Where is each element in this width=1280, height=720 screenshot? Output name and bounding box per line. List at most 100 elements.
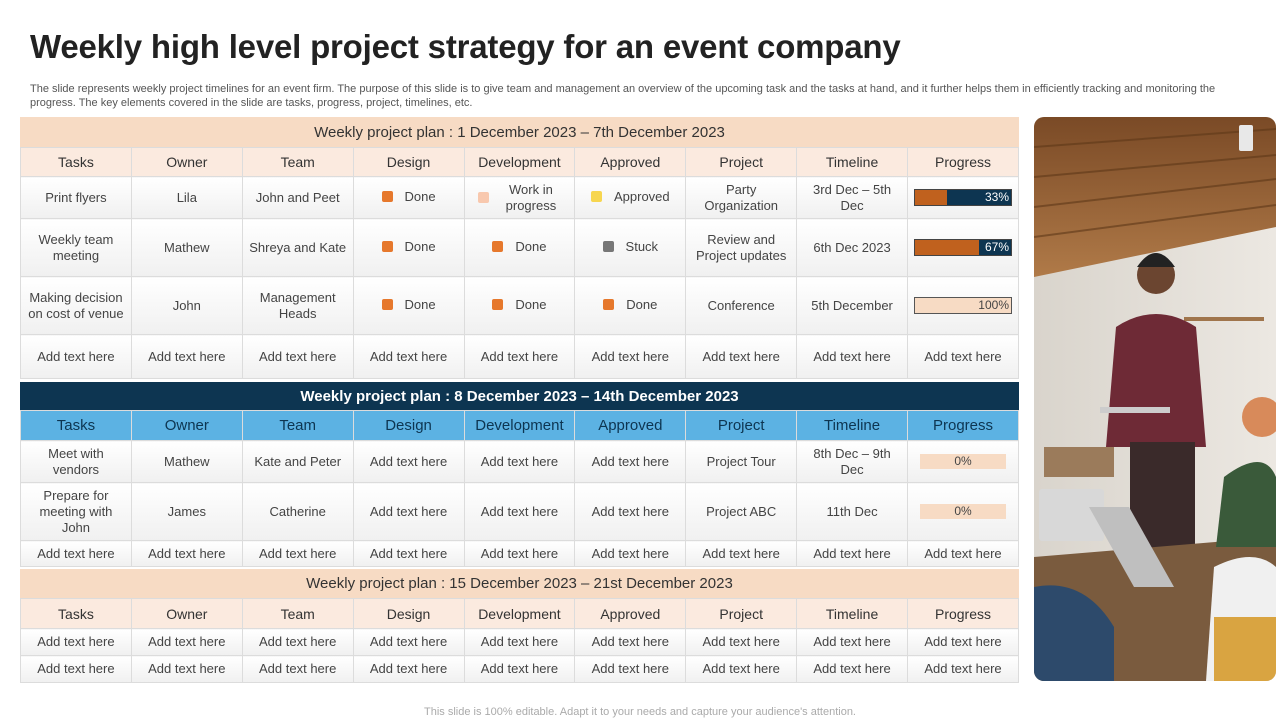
placeholder-cell: Add text here — [463, 540, 576, 567]
cell-task: Making decision on cost of venue — [20, 276, 132, 335]
header-team: Team — [241, 410, 354, 441]
status-label: Done — [515, 296, 547, 312]
cell-task: Prepare for meeting with John — [20, 482, 132, 541]
status-done-marker — [381, 299, 393, 311]
progress-label: 33% — [984, 190, 1009, 204]
placeholder-cell: Add text here — [463, 655, 576, 683]
placeholder-cell: Add text here — [574, 540, 687, 567]
cell-approved: Approved — [574, 176, 687, 219]
header-progress: Progress — [907, 410, 1019, 441]
slide-title: Weekly high level project strategy for a… — [30, 28, 901, 65]
cell-design: Done — [352, 176, 465, 219]
header-design: Design — [352, 147, 465, 177]
progress-bar: 33% — [914, 189, 1012, 206]
cell-project: Party Organization — [685, 176, 798, 219]
table-row: Making decision on cost of venue John Ma… — [20, 276, 1019, 335]
header-progress: Progress — [907, 147, 1019, 177]
placeholder-cell: Add text here — [20, 655, 132, 683]
status-label: Done — [404, 296, 436, 312]
cell-owner: Mathew — [130, 440, 243, 483]
status-done-marker — [381, 241, 393, 253]
status-done-marker — [381, 191, 393, 203]
status-label: Work in progress — [505, 181, 557, 213]
cell-design: Add text here — [352, 482, 465, 541]
cell-task: Print flyers — [20, 176, 132, 219]
table-row: Weekly team meeting Mathew Shreya and Ka… — [20, 218, 1019, 277]
placeholder-cell: Add text here — [574, 334, 687, 379]
placeholder-cell: Add text here — [907, 628, 1019, 656]
table-row-placeholder: Add text here Add text here Add text her… — [20, 655, 1019, 683]
header-development: Development — [463, 147, 576, 177]
status-stuck-marker — [602, 241, 614, 253]
placeholder-cell: Add text here — [685, 628, 798, 656]
cell-progress: 0% — [907, 482, 1019, 541]
table-row-placeholder: Add text here Add text here Add text her… — [20, 628, 1019, 656]
photo-illustration — [1034, 117, 1276, 681]
table-row: Print flyers Lila John and Peet Done Wor… — [20, 176, 1019, 219]
week3-plan-table: Tasks Owner Team Design Development Appr… — [20, 598, 1019, 683]
header-project: Project — [685, 147, 798, 177]
header-project: Project — [685, 410, 798, 441]
table-row-placeholder: Add text here Add text here Add text her… — [20, 334, 1019, 379]
progress-fill — [915, 240, 980, 255]
placeholder-cell: Add text here — [130, 628, 243, 656]
cell-team: John and Peet — [241, 176, 354, 219]
status-done-marker — [492, 299, 504, 311]
cell-progress: 100% — [907, 276, 1019, 335]
header-design: Design — [352, 598, 465, 629]
cell-project: Review and Project updates — [685, 218, 798, 277]
status-label: Done — [515, 238, 547, 254]
cell-project: Project ABC — [685, 482, 798, 541]
table-row: Prepare for meeting with John James Cath… — [20, 482, 1019, 541]
cell-progress: 33% — [907, 176, 1019, 219]
placeholder-cell: Add text here — [352, 628, 465, 656]
status-in-progress-marker — [477, 192, 489, 203]
cell-timeline: 11th Dec — [796, 482, 908, 541]
header-tasks: Tasks — [20, 410, 132, 441]
cell-development: Work in progress — [463, 176, 576, 219]
placeholder-cell: Add text here — [796, 628, 908, 656]
cell-progress: 67% — [907, 218, 1019, 277]
cell-timeline: 3rd Dec – 5th Dec — [796, 176, 908, 219]
placeholder-cell: Add text here — [130, 540, 243, 567]
header-owner: Owner — [130, 598, 243, 629]
header-project: Project — [685, 598, 798, 629]
cell-timeline: 5th December — [796, 276, 908, 335]
placeholder-cell: Add text here — [130, 334, 243, 379]
status-label: Done — [404, 238, 436, 254]
cell-approved: Stuck — [574, 218, 687, 277]
placeholder-cell: Add text here — [907, 655, 1019, 683]
cell-owner: John — [130, 276, 243, 335]
table-header-row: Tasks Owner Team Design Development Appr… — [20, 598, 1019, 629]
placeholder-cell: Add text here — [685, 334, 798, 379]
table-header-row: Tasks Owner Team Design Development Appr… — [20, 410, 1019, 441]
placeholder-cell: Add text here — [685, 540, 798, 567]
placeholder-cell: Add text here — [907, 334, 1019, 379]
cell-team: Catherine — [241, 482, 354, 541]
week2-plan-section: Weekly project plan : 8 December 2023 – … — [20, 382, 1019, 567]
header-timeline: Timeline — [796, 598, 908, 629]
status-done-marker — [603, 299, 615, 311]
progress-bar: 0% — [920, 504, 1006, 519]
header-team: Team — [241, 147, 354, 177]
cell-project: Conference — [685, 276, 798, 335]
status-label: Done — [626, 296, 658, 312]
week2-plan-title: Weekly project plan : 8 December 2023 – … — [20, 382, 1019, 410]
placeholder-cell: Add text here — [241, 628, 354, 656]
week3-plan-title: Weekly project plan : 15 December 2023 –… — [20, 569, 1019, 598]
cell-timeline: 6th Dec 2023 — [796, 218, 908, 277]
cell-task: Meet with vendors — [20, 440, 132, 483]
header-development: Development — [463, 598, 576, 629]
cell-design: Done — [352, 276, 465, 335]
header-approved: Approved — [574, 410, 687, 441]
placeholder-cell: Add text here — [796, 540, 908, 567]
status-label: Done — [404, 188, 436, 204]
progress-fill — [915, 190, 947, 205]
header-design: Design — [352, 410, 465, 441]
placeholder-cell: Add text here — [20, 628, 132, 656]
placeholder-cell: Add text here — [463, 628, 576, 656]
placeholder-cell: Add text here — [352, 540, 465, 567]
header-tasks: Tasks — [20, 598, 132, 629]
cell-timeline: 8th Dec – 9th Dec — [796, 440, 908, 483]
header-tasks: Tasks — [20, 147, 132, 177]
